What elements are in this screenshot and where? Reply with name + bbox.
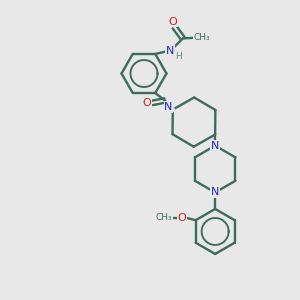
Text: O: O	[169, 16, 177, 27]
Text: N: N	[164, 102, 172, 112]
Text: N: N	[164, 102, 172, 112]
Text: CH₃: CH₃	[194, 33, 210, 42]
Text: N: N	[211, 188, 219, 197]
Text: H: H	[175, 52, 182, 61]
Text: O: O	[178, 213, 187, 223]
Text: CH₃: CH₃	[156, 213, 172, 222]
Text: N: N	[211, 141, 219, 151]
Text: O: O	[142, 98, 151, 108]
Text: N: N	[166, 46, 174, 56]
